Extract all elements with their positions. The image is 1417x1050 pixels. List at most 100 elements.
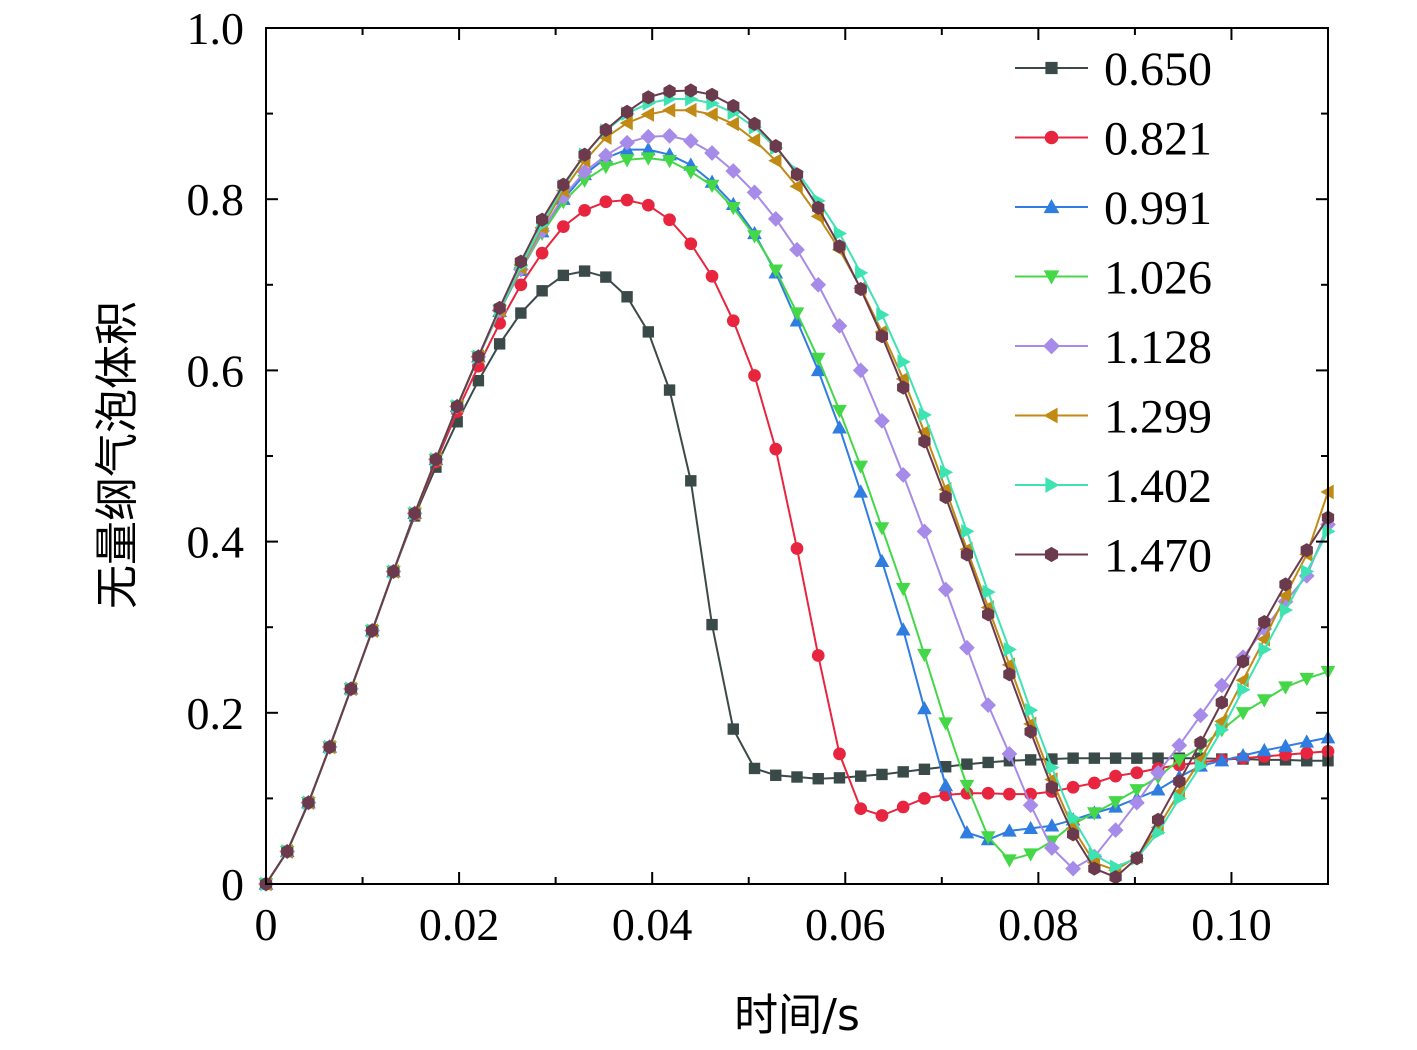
data-point [599, 195, 613, 209]
data-point [1107, 822, 1124, 838]
data-point [789, 179, 803, 194]
data-point [557, 177, 570, 192]
data-point [1235, 707, 1251, 721]
data-point [769, 442, 783, 456]
legend-label: 1.470 [1104, 530, 1212, 583]
data-point [748, 369, 761, 382]
data-point [684, 237, 698, 251]
data-point [1128, 794, 1145, 811]
data-point [1278, 738, 1293, 752]
data-point [918, 407, 932, 423]
data-point [1067, 752, 1079, 764]
data-point [387, 564, 400, 579]
data-point [833, 239, 846, 254]
legend-marker [1045, 477, 1060, 493]
legend-label: 1.402 [1104, 460, 1212, 513]
data-point [982, 607, 995, 622]
data-point [705, 269, 719, 283]
data-point [852, 362, 869, 379]
data-point [619, 134, 635, 151]
data-point [536, 285, 548, 297]
data-point [746, 132, 761, 148]
data-point [1299, 672, 1315, 687]
data-point [727, 723, 739, 735]
data-point [854, 282, 867, 297]
data-point [876, 768, 888, 781]
data-point [961, 523, 975, 539]
data-point [515, 307, 527, 319]
data-point [600, 271, 612, 283]
data-point [1067, 810, 1081, 826]
data-point [1109, 870, 1122, 885]
data-point [791, 771, 803, 783]
data-point [959, 639, 975, 656]
data-point [726, 314, 740, 328]
data-point [874, 553, 890, 567]
data-point [1003, 667, 1016, 682]
data-point [917, 648, 932, 663]
data-point [1256, 742, 1272, 757]
data-point [916, 523, 933, 540]
legend-marker [1044, 546, 1059, 563]
data-point [1066, 780, 1080, 794]
data-point [937, 581, 954, 598]
data-point [1150, 782, 1166, 796]
x-axis-title: 时间/s [734, 990, 860, 1041]
data-point [1065, 860, 1081, 877]
data-point [663, 84, 676, 99]
data-point [938, 717, 954, 731]
data-point [1235, 748, 1251, 762]
data-point [557, 220, 570, 233]
legend-marker [1043, 407, 1058, 424]
x-tick-label: 0.04 [612, 899, 693, 950]
data-point [980, 831, 996, 845]
data-point [918, 434, 931, 449]
data-point [853, 484, 869, 498]
data-point [1131, 752, 1143, 764]
data-point [982, 756, 994, 769]
data-point [1088, 776, 1101, 790]
data-point [1044, 818, 1060, 832]
data-point [451, 399, 464, 414]
legend-item: 1.026 [1015, 252, 1212, 305]
data-point [683, 102, 697, 118]
data-point [789, 241, 805, 258]
data-point [896, 800, 910, 814]
data-point [493, 338, 506, 350]
data-point [1024, 702, 1039, 718]
data-point [1044, 840, 1060, 856]
axes: 0 0.02 0.04 0.06 0.08 0.10 0 0.2 0.4 0.6 0.8 1.0 [187, 3, 1329, 950]
data-point [1150, 764, 1166, 781]
data-point [408, 506, 421, 521]
data-point [535, 246, 549, 260]
data-point [812, 200, 825, 215]
data-point [768, 153, 782, 169]
data-point [938, 778, 954, 792]
data-point [640, 152, 656, 166]
data-point [1130, 766, 1144, 780]
data-point [980, 697, 997, 713]
data-point [1299, 734, 1315, 748]
data-point [1024, 754, 1037, 766]
data-point [897, 354, 911, 370]
data-point [682, 133, 699, 149]
data-point [1194, 735, 1207, 750]
data-point [1024, 724, 1037, 739]
data-point [874, 522, 890, 536]
data-point [1046, 760, 1060, 775]
data-point [662, 102, 676, 118]
data-point [514, 278, 528, 292]
data-point [557, 269, 570, 282]
y-tick-label: 0.4 [187, 517, 245, 568]
data-point [1300, 543, 1313, 558]
data-point [1087, 807, 1102, 821]
data-point [1109, 859, 1124, 875]
data-point [1300, 746, 1314, 760]
data-point [1003, 787, 1016, 801]
data-point [1066, 827, 1080, 842]
data-point [1278, 681, 1293, 695]
data-point [642, 326, 655, 338]
data-point [366, 623, 379, 638]
data-point [1279, 577, 1292, 592]
